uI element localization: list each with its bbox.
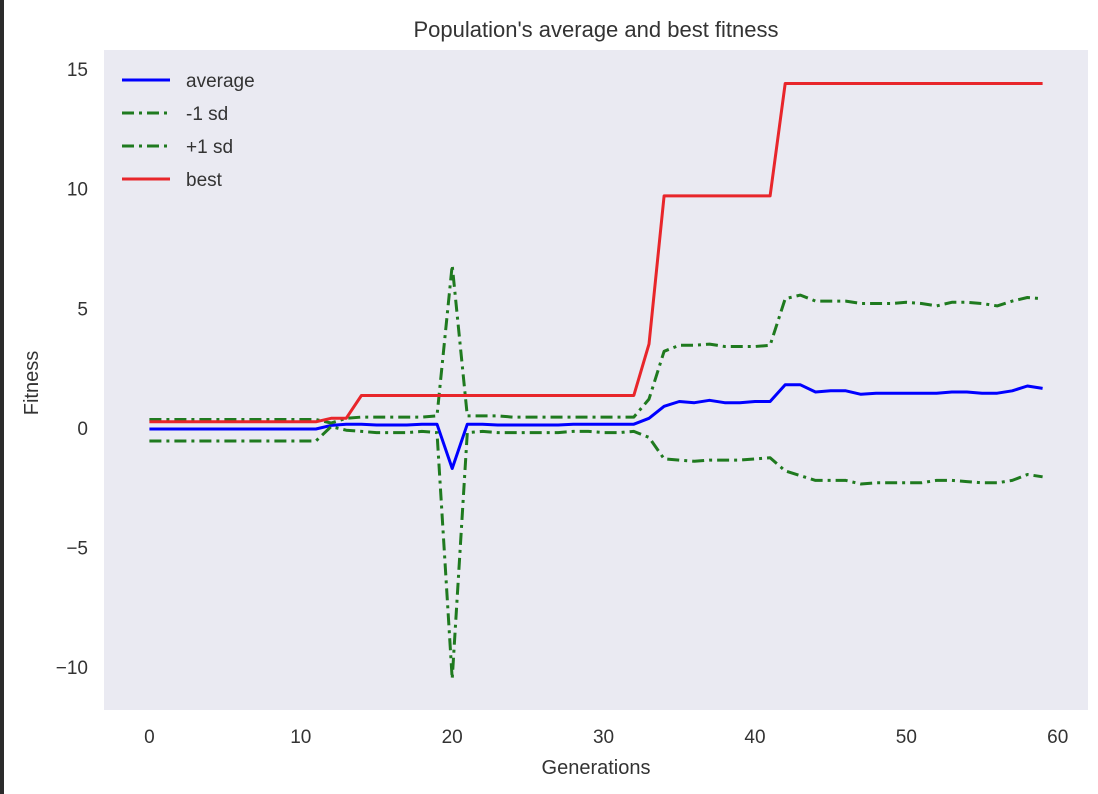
y-tick-label: −5: [66, 538, 88, 559]
x-tick-label: 20: [442, 727, 463, 748]
x-axis-label: Generations: [542, 757, 651, 779]
series-line-0: [149, 383, 1043, 470]
legend-label-0: average: [186, 71, 255, 92]
y-tick-label: 5: [77, 299, 88, 320]
y-tick-label: 15: [67, 60, 88, 81]
x-tick-label: 50: [896, 727, 917, 748]
legend-label-1: -1 sd: [186, 104, 228, 125]
series-line-3: [149, 82, 1043, 424]
y-axis-label: Fitness: [21, 351, 43, 415]
chart-title: Population's average and best fitness: [414, 17, 779, 42]
legend-label-3: best: [186, 170, 223, 191]
series-lines: [149, 82, 1043, 681]
y-tick-label: −10: [56, 658, 88, 679]
plot-area: [104, 50, 1088, 710]
x-tick-label: 40: [744, 727, 765, 748]
legend: average -1 sd +1 sd best: [122, 71, 255, 191]
x-tick-label: 60: [1047, 727, 1068, 748]
x-tick-label: 10: [290, 727, 311, 748]
y-tick-label: 0: [77, 419, 88, 440]
y-tick-label: 10: [67, 180, 88, 201]
legend-label-2: +1 sd: [186, 137, 233, 158]
tick-labels: 0 10 20 30 40 50 60 −10 −5 0 5 10 15: [56, 60, 1069, 748]
x-tick-label: 0: [144, 727, 155, 748]
series-line-1: [149, 425, 1043, 681]
x-tick-label: 30: [593, 727, 614, 748]
